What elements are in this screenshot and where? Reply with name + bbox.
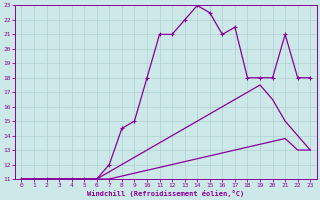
X-axis label: Windchill (Refroidissement éolien,°C): Windchill (Refroidissement éolien,°C) [87,190,244,197]
